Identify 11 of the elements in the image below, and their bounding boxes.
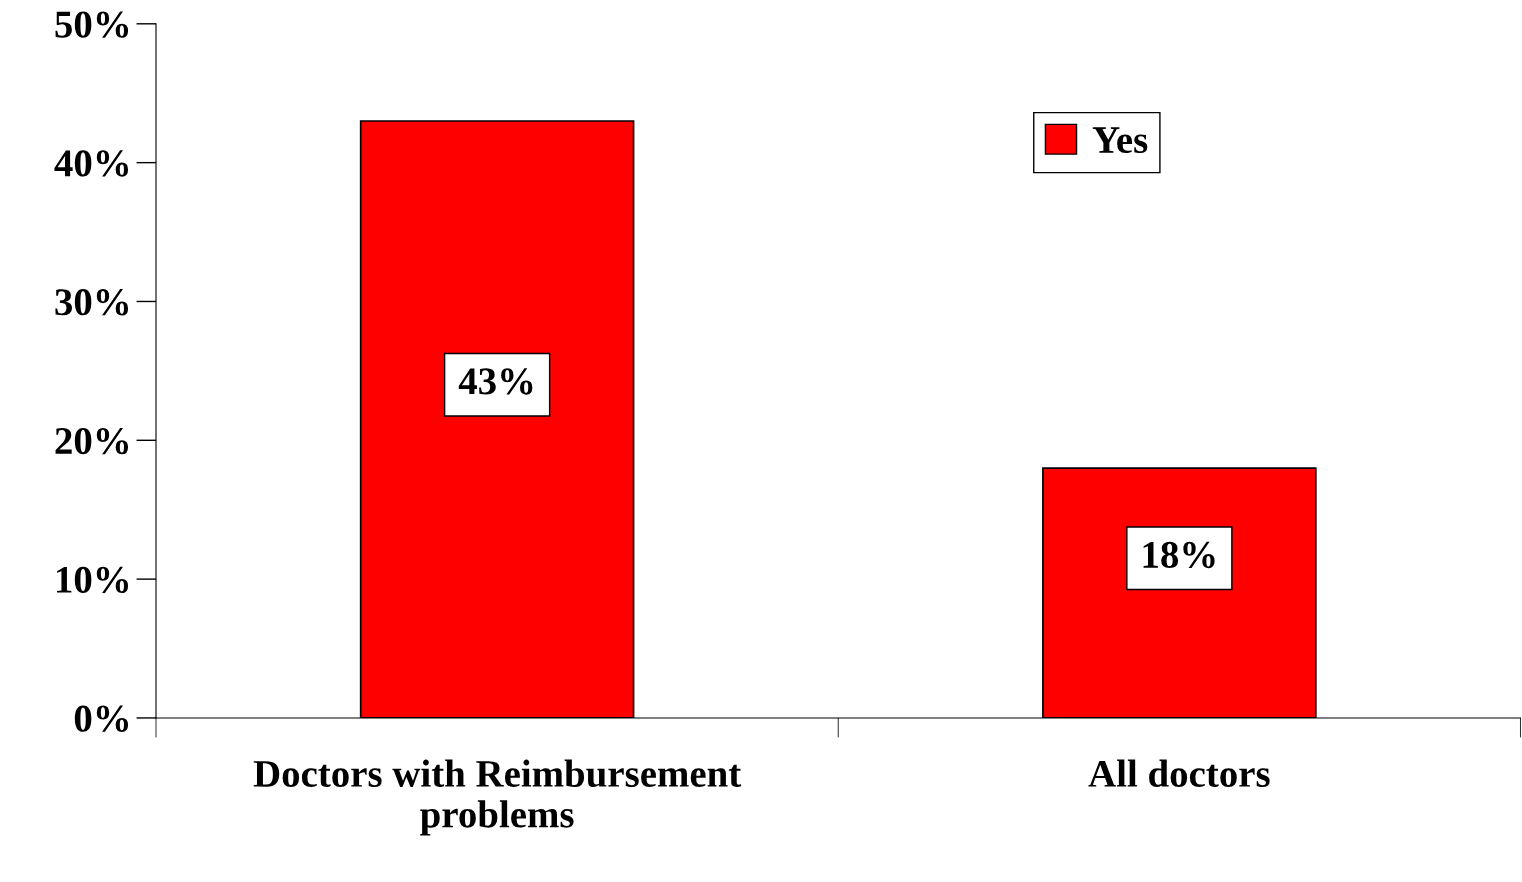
legend-label: Yes bbox=[1092, 127, 1148, 154]
y-tick-label: 10% bbox=[57, 566, 129, 594]
x-tick-label: Doctors with Reimbursement problems bbox=[253, 759, 742, 836]
y-tick-label: 0% bbox=[74, 705, 129, 732]
data-label: 43% bbox=[458, 368, 533, 395]
y-tick-label: 20% bbox=[55, 427, 129, 455]
y-tick-label: 30% bbox=[55, 289, 129, 316]
x-tick-label: All doctors bbox=[1088, 759, 1270, 787]
y-tick-label: 50% bbox=[55, 11, 129, 38]
data-label: 18% bbox=[1143, 541, 1215, 569]
y-tick-label: 40% bbox=[54, 150, 129, 177]
